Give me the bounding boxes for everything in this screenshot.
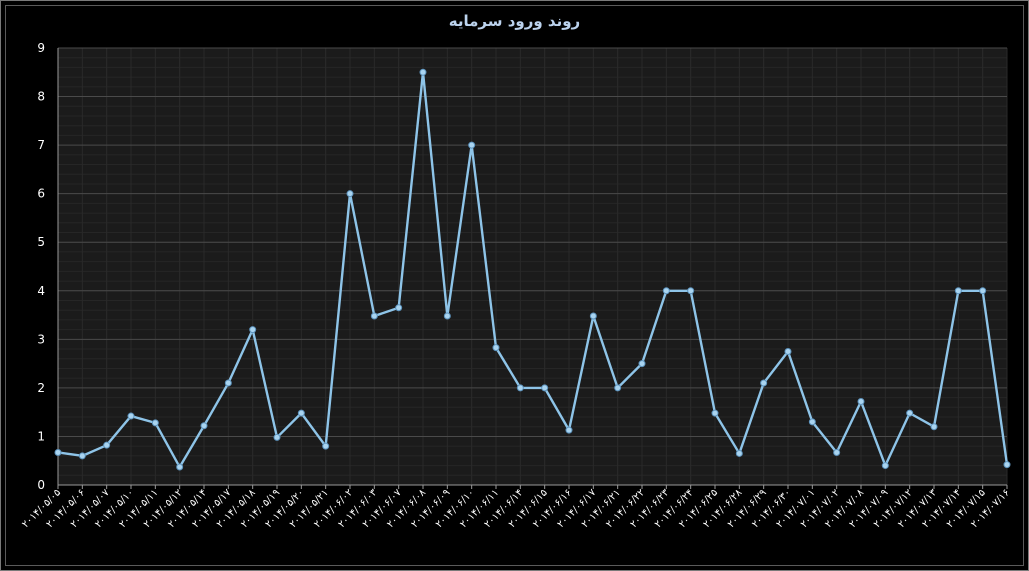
data-point — [833, 448, 841, 456]
y-tick-label: 9 — [37, 41, 45, 55]
data-point — [297, 409, 305, 417]
data-point — [492, 344, 500, 352]
data-point — [565, 426, 573, 434]
data-point — [711, 409, 719, 417]
data-point — [249, 326, 257, 334]
data-point — [322, 442, 330, 450]
data-point — [419, 68, 427, 76]
data-point — [662, 287, 670, 295]
data-point — [127, 412, 135, 420]
data-point — [1003, 461, 1011, 469]
data-point — [200, 422, 208, 430]
data-point — [54, 448, 62, 456]
data-point — [273, 433, 281, 441]
data-point — [516, 384, 524, 392]
data-point — [857, 397, 865, 405]
y-tick-label: 8 — [37, 90, 45, 104]
data-point — [103, 441, 111, 449]
data-point — [78, 452, 86, 460]
y-tick-label: 5 — [37, 235, 45, 249]
data-point — [443, 312, 451, 320]
data-point — [224, 379, 232, 387]
data-point — [881, 462, 889, 470]
data-point — [589, 312, 597, 320]
y-tick-label: 2 — [37, 381, 45, 395]
data-point — [760, 379, 768, 387]
y-tick-label: 1 — [37, 429, 45, 443]
data-point — [346, 190, 354, 198]
data-point — [370, 312, 378, 320]
y-tick-label: 0 — [37, 478, 45, 492]
data-point — [687, 287, 695, 295]
data-point — [176, 463, 184, 471]
data-point — [979, 287, 987, 295]
y-tick-label: 7 — [37, 138, 45, 152]
data-point — [541, 384, 549, 392]
data-point — [151, 419, 159, 427]
data-point — [395, 304, 403, 312]
data-point — [808, 418, 816, 426]
data-point — [954, 287, 962, 295]
y-tick-label: 6 — [37, 187, 45, 201]
data-point — [638, 360, 646, 368]
data-point — [906, 409, 914, 417]
data-point — [614, 384, 622, 392]
series-line — [57, 71, 1009, 469]
data-point — [784, 347, 792, 355]
plot-area — [58, 48, 1007, 485]
y-tick-label: 4 — [37, 284, 45, 298]
y-tick-label: 3 — [37, 332, 45, 346]
data-point — [735, 449, 743, 457]
data-point — [468, 141, 476, 149]
chart-title: روند ورود سرمایه — [448, 12, 581, 30]
data-point — [930, 423, 938, 431]
